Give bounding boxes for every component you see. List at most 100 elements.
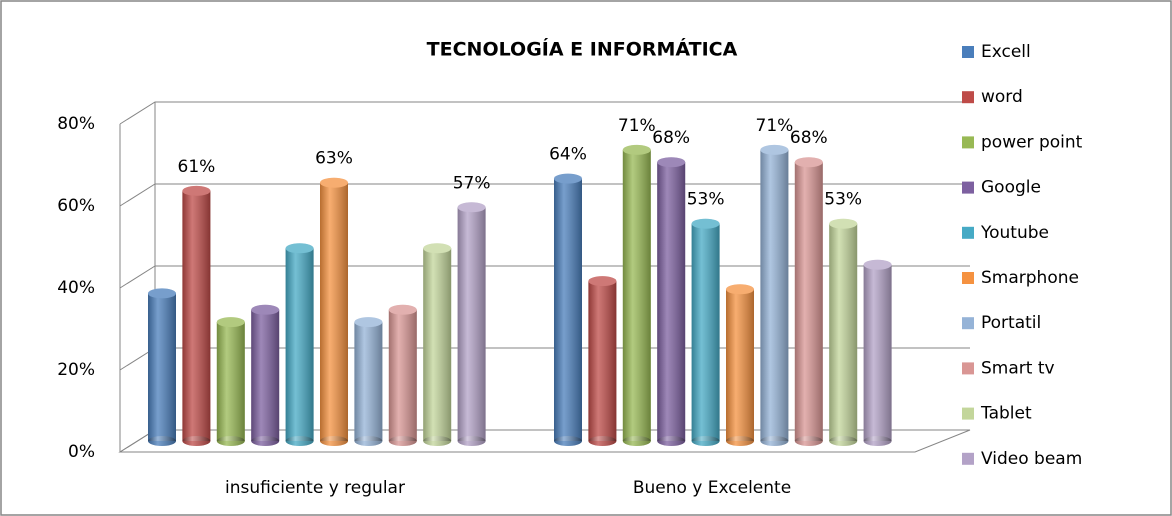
x-tick-label: Bueno y Excelente [633,478,791,498]
bar-top [285,243,314,254]
bar [588,276,617,446]
legend-label: power point [981,132,1083,152]
bar [251,304,280,446]
bar-shade [657,162,686,441]
legend-swatch [962,452,974,465]
bar-top-light [354,317,383,328]
grid-line [119,101,970,125]
bar-shade [829,223,858,441]
bar-bottom-shade [760,436,789,446]
bar-shade [622,149,651,441]
data-label: 61% [178,157,216,177]
bar-shade [423,248,452,441]
y-tick-label: 80% [57,114,95,134]
bar-bottom-shade [657,436,686,446]
bar [726,284,754,446]
bar [760,144,789,446]
bar-shade [216,322,245,441]
bar-shade [251,309,280,441]
bar-bottom-shade [216,436,245,446]
bar [863,259,892,446]
bar-top [794,157,823,168]
legend-label: Excell [981,42,1031,62]
bar-shade [182,190,211,441]
bar-top-light [588,276,617,287]
legend-swatch [962,46,974,58]
bar-top [588,276,617,287]
bar-bottom-shade [182,436,211,446]
bar-top [251,304,280,315]
bar-bottom-shade [794,436,823,446]
bar-top [829,218,858,229]
chart-title: TECNOLOGÍA E INFORMÁTICA [427,38,738,61]
data-label: 53% [824,190,862,210]
bar-top-light [251,304,280,315]
legend-label: Smart tv [981,358,1055,378]
y-tick-label: 0% [68,442,95,462]
data-label: 64% [549,145,587,165]
legend-label: Tablet [980,404,1032,424]
x-tick-label: insuficiente y regular [225,478,405,498]
bar-top-light [622,144,651,155]
bar-bottom-shade [691,436,720,446]
bar-shade [554,178,582,441]
data-label: 71% [618,116,656,136]
bar [320,177,348,446]
data-label: 57% [453,173,491,193]
bar-top [760,144,789,155]
bar-top-light [423,243,452,254]
bar [285,243,314,446]
bar-top [863,259,892,270]
bar-bottom-shade [622,436,651,446]
data-label: 68% [652,128,690,148]
bar-top [182,185,211,196]
bar-shade [388,309,417,441]
bar [691,218,720,446]
bar-shade [285,248,314,441]
bar-bottom-shade [320,436,348,446]
bar-top-light [829,218,858,229]
bar-top [457,202,486,213]
legend-swatch [962,407,974,420]
bar-shade [588,281,617,441]
bar-bottom-shade [554,436,582,446]
bar-bottom-shade [829,436,858,446]
legend-label: Video beam [981,449,1082,469]
bar-shade [691,223,720,441]
bar-shade [760,149,789,441]
legend-label: word [981,87,1023,107]
bar-top-light [794,157,823,168]
bar-top-light [320,177,348,188]
bar [148,288,176,446]
bar [794,157,823,446]
bar-shade [354,322,383,441]
bar [554,173,582,446]
bar-top [691,218,720,229]
legend-swatch [962,317,974,330]
plot: 0% 20% 40% 60% 80% insuficiente y regular 61% 6… [57,42,1082,498]
bar-top [320,177,348,188]
bar-top-light [863,259,892,270]
bar-top-light [726,284,754,295]
bar-bottom-shade [354,436,383,446]
bar-shade [794,162,823,441]
legend-swatch [962,272,974,284]
bar [423,243,452,446]
y-tick-label: 60% [57,196,95,216]
bar-top [726,284,754,295]
bar-top [657,157,686,168]
bar [622,144,651,446]
data-label: 53% [687,190,725,210]
bar-top-light [285,243,314,254]
bar-top [216,317,245,328]
bar-bottom-shade [726,436,754,446]
bar-top [148,288,176,299]
bar-bottom-shade [148,436,176,446]
bar-bottom-shade [863,436,892,446]
bar-shade [457,207,486,441]
legend-label: Smarphone [981,268,1079,288]
legend-label: Portatil [981,313,1041,333]
bar-bottom-shade [423,436,452,446]
